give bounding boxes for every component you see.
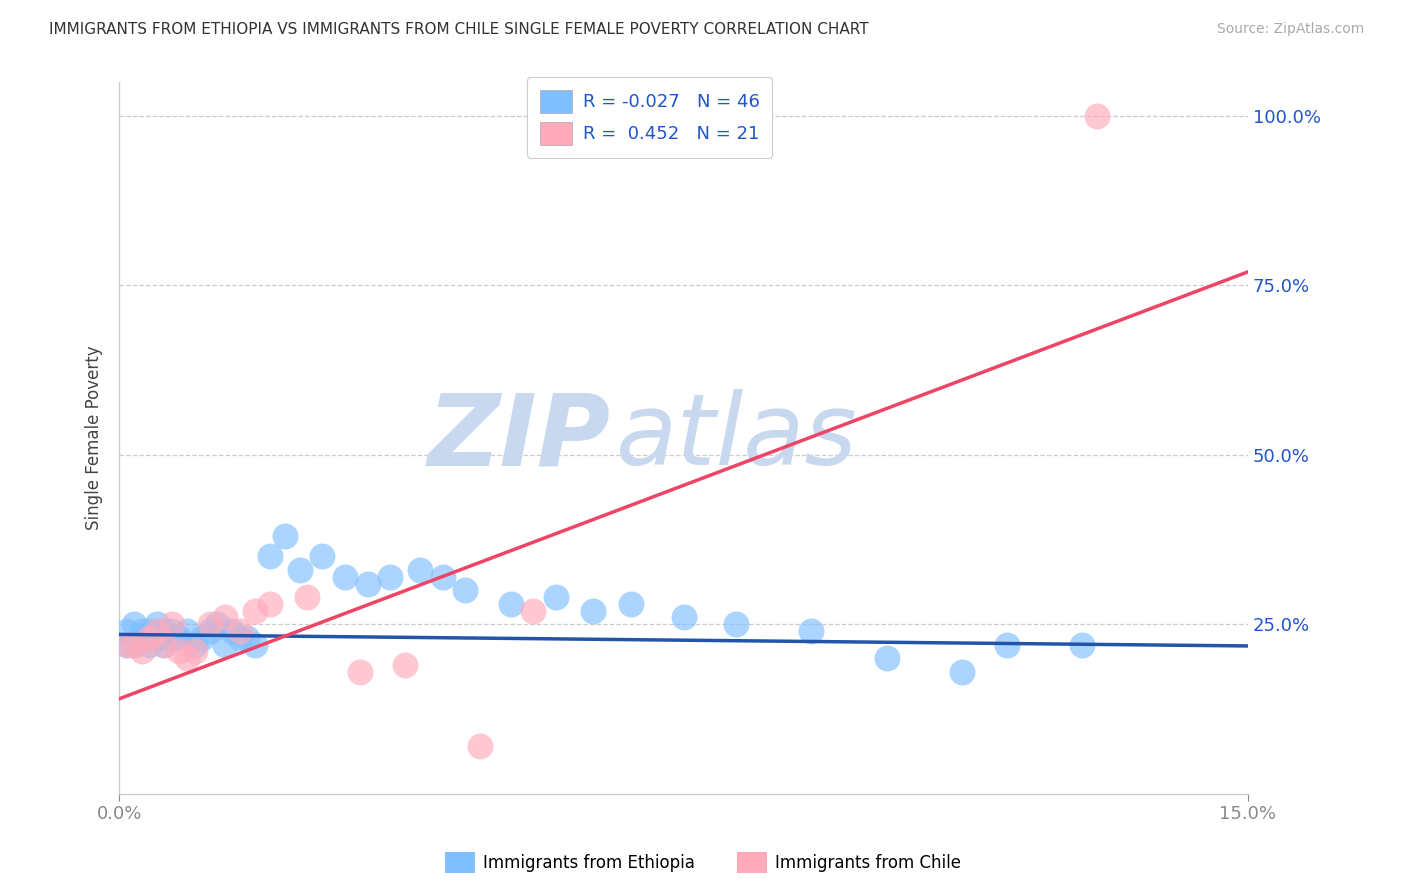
Point	[146, 631, 169, 645]
Point	[672, 610, 695, 624]
Point	[228, 624, 250, 638]
Point	[176, 651, 198, 665]
Point	[311, 549, 333, 564]
Point	[115, 624, 138, 638]
Point	[146, 624, 169, 638]
Point	[522, 604, 544, 618]
Point	[138, 638, 160, 652]
Point	[131, 644, 153, 658]
Point	[1071, 638, 1094, 652]
Point	[243, 604, 266, 618]
Point	[198, 624, 221, 638]
Point	[198, 617, 221, 632]
Point	[432, 570, 454, 584]
Point	[800, 624, 823, 638]
Point	[160, 631, 183, 645]
Point	[288, 563, 311, 577]
Legend: Immigrants from Ethiopia, Immigrants from Chile: Immigrants from Ethiopia, Immigrants fro…	[439, 846, 967, 880]
Point	[146, 617, 169, 632]
Point	[176, 624, 198, 638]
Point	[394, 657, 416, 672]
Point	[153, 624, 176, 638]
Point	[236, 631, 259, 645]
Point	[259, 549, 281, 564]
Point	[115, 638, 138, 652]
Point	[221, 624, 243, 638]
Point	[214, 638, 236, 652]
Point	[115, 638, 138, 652]
Point	[725, 617, 748, 632]
Point	[131, 624, 153, 638]
Point	[160, 617, 183, 632]
Point	[876, 651, 898, 665]
Point	[470, 739, 492, 754]
Point	[160, 624, 183, 638]
Point	[378, 570, 401, 584]
Legend: R = -0.027   N = 46, R =  0.452   N = 21: R = -0.027 N = 46, R = 0.452 N = 21	[527, 77, 772, 158]
Point	[214, 610, 236, 624]
Point	[124, 617, 146, 632]
Text: ZIP: ZIP	[427, 390, 610, 486]
Point	[274, 529, 297, 543]
Point	[138, 631, 160, 645]
Point	[205, 617, 228, 632]
Text: Source: ZipAtlas.com: Source: ZipAtlas.com	[1216, 22, 1364, 37]
Text: IMMIGRANTS FROM ETHIOPIA VS IMMIGRANTS FROM CHILE SINGLE FEMALE POVERTY CORRELAT: IMMIGRANTS FROM ETHIOPIA VS IMMIGRANTS F…	[49, 22, 869, 37]
Point	[228, 631, 250, 645]
Point	[499, 597, 522, 611]
Point	[333, 570, 356, 584]
Point	[582, 604, 605, 618]
Point	[169, 631, 191, 645]
Point	[1085, 109, 1108, 123]
Point	[409, 563, 432, 577]
Point	[995, 638, 1018, 652]
Point	[544, 590, 567, 604]
Point	[153, 638, 176, 652]
Text: atlas: atlas	[616, 390, 858, 486]
Point	[243, 638, 266, 652]
Point	[297, 590, 319, 604]
Point	[131, 631, 153, 645]
Point	[183, 644, 205, 658]
Point	[349, 665, 371, 679]
Point	[169, 644, 191, 658]
Point	[191, 631, 214, 645]
Point	[124, 638, 146, 652]
Y-axis label: Single Female Poverty: Single Female Poverty	[86, 345, 103, 530]
Point	[153, 638, 176, 652]
Point	[259, 597, 281, 611]
Point	[138, 624, 160, 638]
Point	[124, 638, 146, 652]
Point	[950, 665, 973, 679]
Point	[454, 583, 477, 598]
Point	[183, 638, 205, 652]
Point	[356, 576, 378, 591]
Point	[620, 597, 643, 611]
